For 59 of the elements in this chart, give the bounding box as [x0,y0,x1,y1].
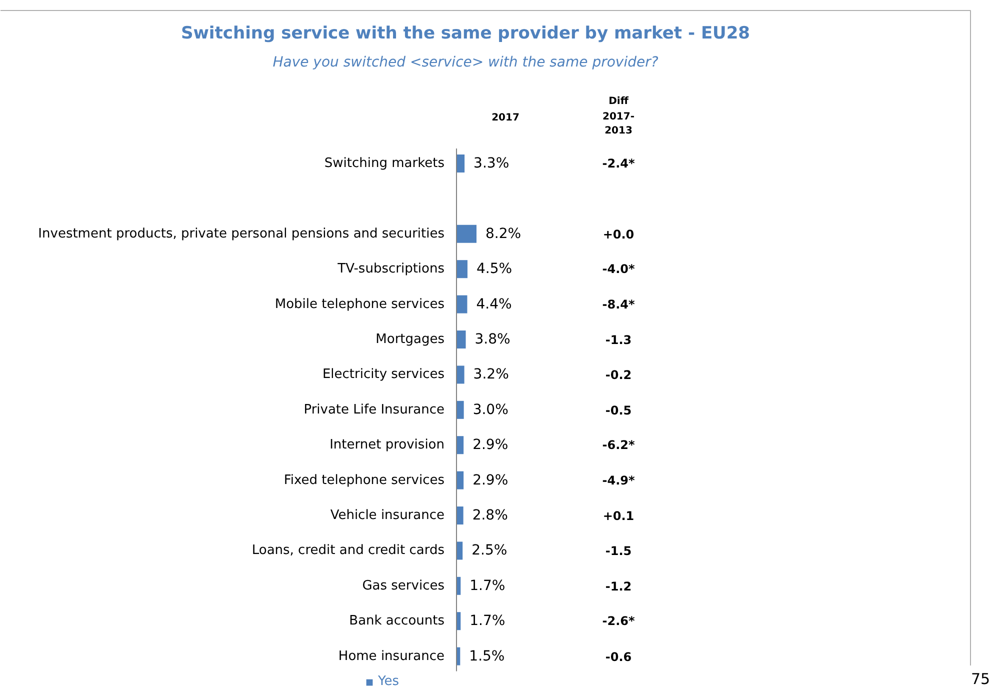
bar [456,154,465,172]
chart-title: Switching service with the same provider by market - EU28 [180,24,750,44]
y-tick-label: Home insurance [338,648,445,664]
text: -1.2 [605,579,632,594]
data-label: 3.8% [474,332,510,348]
text: -1.5 [605,544,632,558]
bar [456,542,463,560]
data-label: 3.3% [474,156,510,172]
text: 2017 [492,112,520,124]
bar [456,506,464,524]
data-label: 8.2% [486,226,522,242]
y-tick-label: Investment products, private personal pensions and securities [38,226,445,242]
bar [456,224,476,243]
bar [456,400,464,419]
data-label: 3.0% [472,402,508,418]
text: -0.6 [605,650,632,664]
text: -2.6* [602,614,636,628]
bar [456,260,468,278]
y-tick-label: Switching markets [324,156,445,171]
text: +0.1 [602,509,634,523]
text: -1.3 [605,333,632,347]
legend-label: Yes [378,674,399,689]
y-tick-label: Mobile telephone services [274,296,445,312]
bar [456,471,464,490]
y-tick-label: TV-subscriptions [336,262,445,277]
data-label: 1.7% [470,578,506,594]
y-tick-label: Mortgages [376,332,445,347]
text: Diff 2017-2013 [602,96,634,136]
y-tick-label: Electricity services [322,367,445,382]
y-tick-label: Vehicle insurance [330,508,445,523]
data-label: 2.5% [472,542,508,559]
data-label: 1.5% [469,648,505,664]
data-label: 3.2% [473,366,509,383]
y-tick-label: Private Life Insurance [304,402,445,418]
y-tick-label: Bank accounts [349,614,445,629]
text: -4.0* [602,262,636,276]
bar [456,366,464,384]
text: +0.0 [602,227,634,242]
bar [456,330,466,348]
text: -0.5 [605,403,632,418]
bar [456,436,464,454]
y-tick-label: Internet provision [330,438,445,453]
text: 75 [970,670,990,688]
data-label: 2.8% [472,508,508,524]
data-label: 1.7% [470,613,506,630]
y-tick-label: Fixed telephone services [284,472,445,488]
data-label: 4.5% [476,261,512,278]
bar [456,295,468,314]
text: -8.4* [602,297,636,312]
data-label: 2.9% [472,472,508,488]
data-label: 4.4% [476,296,512,312]
text: -6.2* [602,438,636,452]
chart-subtitle: Have you switched <service> with the same provider? [272,54,659,70]
text: -0.2 [605,368,632,382]
text: -2.4* [602,156,636,170]
text: -4.9* [602,473,636,488]
y-tick-label: Gas services [362,578,445,594]
y-tick-label: Loans, credit and credit cards [252,543,445,558]
data-label: 2.9% [472,437,508,454]
